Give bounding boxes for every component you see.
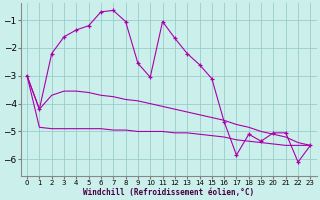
X-axis label: Windchill (Refroidissement éolien,°C): Windchill (Refroidissement éolien,°C) bbox=[83, 188, 254, 197]
